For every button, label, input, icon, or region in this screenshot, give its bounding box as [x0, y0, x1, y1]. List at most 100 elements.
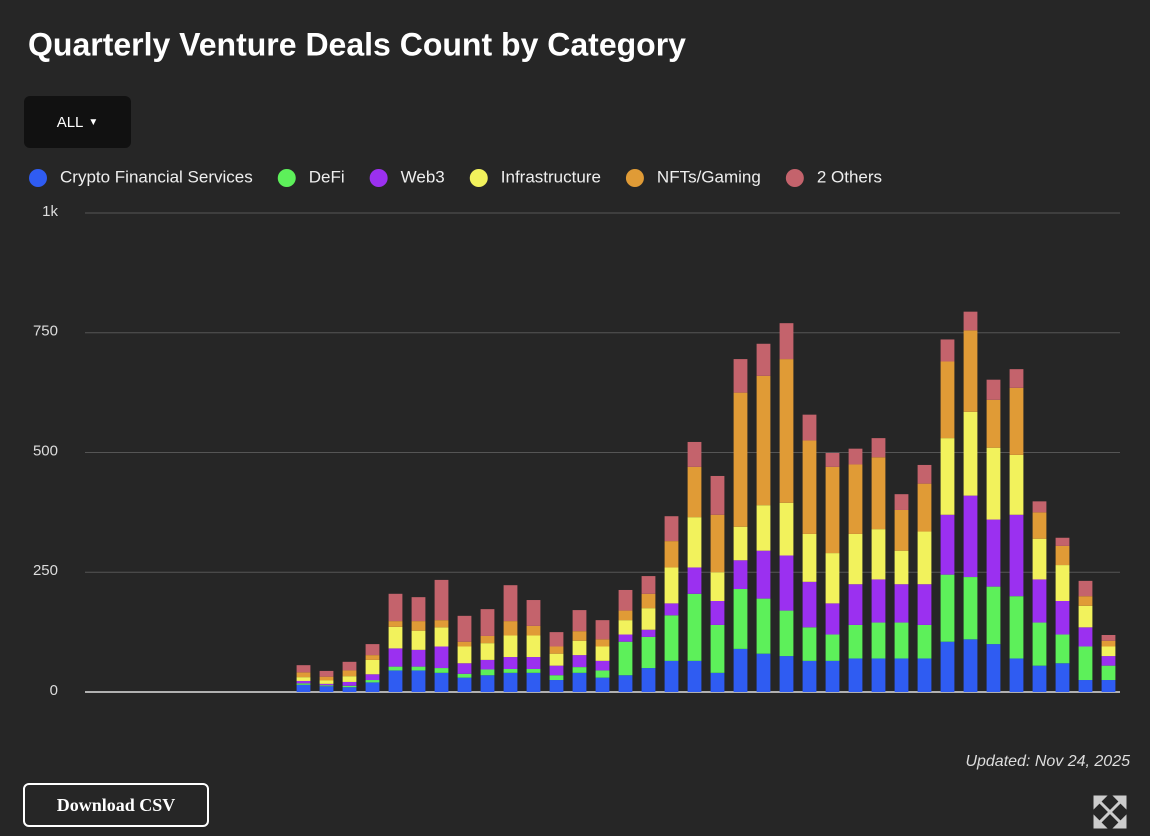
bar-segment: [618, 675, 633, 692]
bar-segment: [457, 677, 472, 692]
bar-segment: [963, 639, 978, 692]
bar-segment: [1032, 501, 1047, 513]
bar-segment: [296, 680, 311, 684]
bar-segment: [871, 622, 886, 659]
bar-segment: [733, 526, 748, 561]
bar-segment: [986, 519, 1001, 587]
bar-segment: [641, 629, 656, 637]
expand-icon[interactable]: [1093, 795, 1127, 829]
bar-segment: [388, 670, 403, 692]
bar-segment: [503, 672, 518, 692]
bar-segment: [296, 672, 311, 678]
bar-segment: [549, 675, 564, 681]
bar-segment: [480, 659, 495, 670]
chart-title: Quarterly Venture Deals Count by Categor…: [28, 26, 686, 62]
bar-segment: [917, 658, 932, 692]
bar-segment: [710, 514, 725, 573]
bar-segment: [756, 505, 771, 551]
bar-segment: [1101, 646, 1116, 657]
bar-segment: [480, 609, 495, 636]
bar-segment: [687, 593, 702, 661]
bar-segment: [963, 577, 978, 640]
bar-segment: [940, 514, 955, 575]
bar-segment: [871, 438, 886, 458]
bar-segment: [894, 550, 909, 585]
bar-segment: [687, 660, 702, 692]
bar-segment: [319, 670, 334, 677]
filter-label: ALL: [56, 113, 84, 131]
bar-segment: [1078, 646, 1093, 681]
bar-segment: [411, 649, 426, 667]
bar-segment: [319, 676, 334, 681]
bar-segment: [319, 683, 334, 686]
bar-segment: [848, 448, 863, 465]
bar-segment: [480, 635, 495, 644]
bar-segment: [1009, 596, 1024, 659]
bar-segment: [1055, 663, 1070, 692]
legend-label: Web3: [401, 167, 445, 186]
bar-segment: [894, 658, 909, 692]
bar-segment: [526, 657, 541, 670]
bar-segment: [503, 669, 518, 673]
bar-segment: [802, 533, 817, 582]
bar-segment: [1009, 369, 1024, 388]
bar-segment: [572, 672, 587, 692]
bar-segment: [388, 626, 403, 649]
bar-segment: [365, 680, 380, 683]
bar-segment: [457, 641, 472, 647]
bar-segment: [526, 672, 541, 692]
bar-segment: [963, 330, 978, 412]
download-button[interactable]: Download CSV: [23, 783, 209, 827]
bar-segment: [572, 655, 587, 668]
bar-segment: [664, 603, 679, 616]
bar-segment: [365, 644, 380, 656]
legend-label: Crypto Financial Services: [60, 167, 253, 186]
bar-segment: [457, 673, 472, 678]
legend-swatch: [625, 169, 644, 187]
bar-segment: [871, 658, 886, 692]
bar-segment: [802, 581, 817, 628]
bar-segment: [917, 624, 932, 659]
bar-segment: [480, 669, 495, 676]
bar-segment: [1101, 640, 1116, 647]
bar-segment: [1032, 579, 1047, 623]
bar-segment: [411, 666, 426, 671]
bar-segment: [733, 589, 748, 649]
bar-segment: [1055, 600, 1070, 635]
bar-segment: [756, 653, 771, 692]
bar-segment: [434, 579, 449, 621]
bar-segment: [365, 682, 380, 692]
bar-segment: [526, 625, 541, 636]
legend-label: Infrastructure: [501, 167, 601, 186]
y-tick-label: 750: [33, 323, 58, 340]
y-tick-label: 250: [33, 562, 58, 579]
bar-segment: [618, 589, 633, 611]
legend-label: NFTs/Gaming: [657, 167, 761, 186]
bar-segment: [641, 576, 656, 594]
bar-segment: [595, 670, 610, 678]
bar-segment: [940, 641, 955, 692]
bar-segment: [664, 541, 679, 568]
bar-segment: [641, 608, 656, 630]
bar-segment: [1055, 565, 1070, 601]
bar-segment: [342, 687, 357, 692]
bar-segment: [940, 438, 955, 515]
bar-segment: [802, 414, 817, 441]
bar-segment: [710, 572, 725, 601]
legend-swatch: [785, 169, 804, 187]
filter-dropdown[interactable]: ALL ▼: [24, 96, 131, 148]
bar-segment: [595, 660, 610, 671]
legend-swatch: [369, 169, 388, 187]
y-tick-label: 1k: [42, 203, 58, 220]
bar-segment: [664, 567, 679, 604]
bar-segment: [388, 666, 403, 671]
bar-segment: [434, 646, 449, 669]
bar-segment: [526, 635, 541, 658]
bar-segment: [687, 517, 702, 568]
bar-segment: [618, 610, 633, 621]
bar-segment: [388, 593, 403, 622]
bar-segment: [595, 639, 610, 647]
bar-segment: [687, 567, 702, 594]
bar-segment: [1101, 656, 1116, 666]
download-label: Download CSV: [56, 794, 176, 815]
